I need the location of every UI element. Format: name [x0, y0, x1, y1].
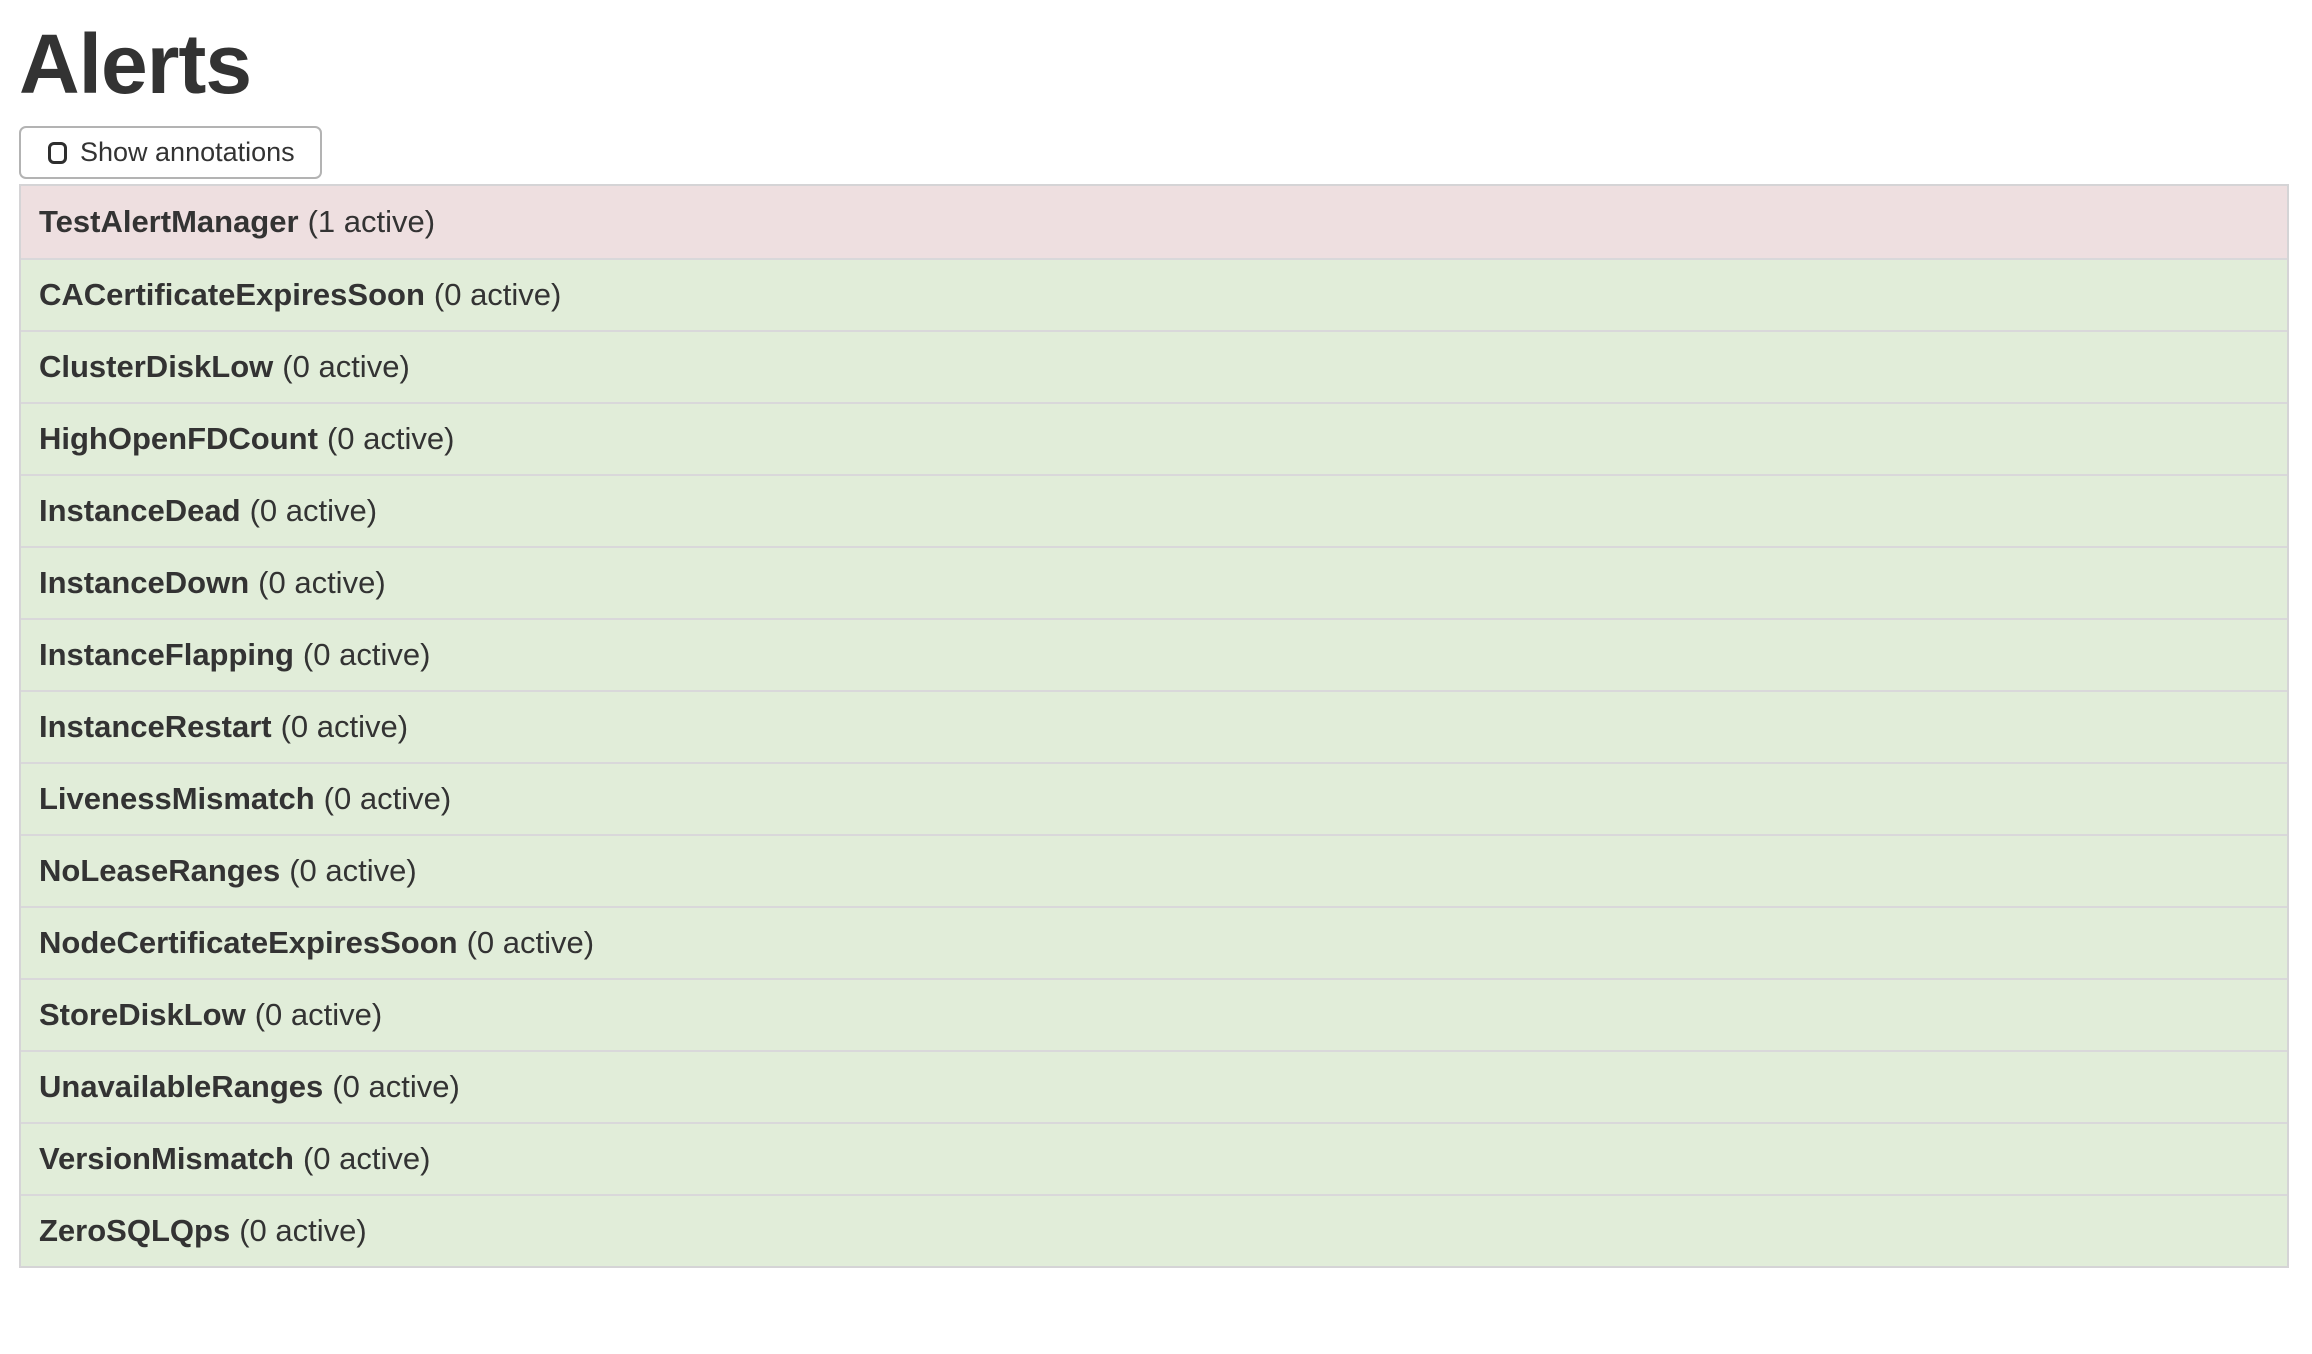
alert-row[interactable]: TestAlertManager (1 active) — [21, 186, 2287, 258]
alert-active-count: (0 active) — [289, 853, 417, 888]
alert-name: InstanceDown — [39, 565, 250, 600]
alert-name: StoreDiskLow — [39, 997, 246, 1032]
alert-row[interactable]: VersionMismatch (0 active) — [21, 1122, 2287, 1194]
alert-name: HighOpenFDCount — [39, 421, 318, 456]
alert-row[interactable]: InstanceFlapping (0 active) — [21, 618, 2287, 690]
alert-active-count: (0 active) — [466, 925, 595, 960]
alert-name: CACertificateExpiresSoon — [39, 277, 425, 312]
alert-row[interactable]: LivenessMismatch (0 active) — [21, 762, 2287, 834]
alert-active-count: (0 active) — [239, 1213, 367, 1248]
alert-name: LivenessMismatch — [39, 781, 315, 816]
show-annotations-label: Show annotations — [80, 137, 295, 167]
alert-active-count: (0 active) — [323, 781, 452, 816]
alert-row[interactable]: HighOpenFDCount (0 active) — [21, 402, 2287, 474]
alert-active-count: (0 active) — [302, 637, 431, 672]
alerts-table: TestAlertManager (1 active) CACertificat… — [19, 184, 2289, 1268]
alert-active-count: (0 active) — [282, 349, 410, 384]
alert-active-count: (0 active) — [326, 421, 455, 456]
checkbox-unchecked-icon[interactable] — [48, 141, 67, 164]
show-annotations-button[interactable]: Show annotations — [19, 126, 322, 179]
alert-name: NoLeaseRanges — [39, 853, 281, 888]
alert-active-count: (0 active) — [249, 493, 378, 528]
alert-row[interactable]: InstanceDown (0 active) — [21, 546, 2287, 618]
alert-row[interactable]: InstanceRestart (0 active) — [21, 690, 2287, 762]
alert-active-count: (0 active) — [280, 709, 409, 744]
alert-name: NodeCertificateExpiresSoon — [39, 925, 458, 960]
alert-name: InstanceDead — [39, 493, 241, 528]
alert-row[interactable]: StoreDiskLow (0 active) — [21, 978, 2287, 1050]
alert-active-count: (1 active) — [307, 204, 436, 239]
alert-name: ZeroSQLQps — [39, 1213, 231, 1248]
alert-active-count: (0 active) — [302, 1141, 431, 1176]
alert-active-count: (0 active) — [254, 997, 383, 1032]
alert-name: UnavailableRanges — [39, 1069, 324, 1104]
alert-row[interactable]: InstanceDead (0 active) — [21, 474, 2287, 546]
alert-active-count: (0 active) — [433, 277, 562, 312]
alert-name: InstanceRestart — [39, 709, 272, 744]
page-title: Alerts — [19, 17, 252, 111]
alert-name: ClusterDiskLow — [39, 349, 274, 384]
alert-row[interactable]: ZeroSQLQps (0 active) — [21, 1194, 2287, 1266]
alert-row[interactable]: NodeCertificateExpiresSoon (0 active) — [21, 906, 2287, 978]
alert-active-count: (0 active) — [332, 1069, 460, 1104]
alert-row[interactable]: NoLeaseRanges (0 active) — [21, 834, 2287, 906]
alert-row[interactable]: CACertificateExpiresSoon (0 active) — [21, 258, 2287, 330]
alert-name: InstanceFlapping — [39, 637, 294, 672]
alert-row[interactable]: ClusterDiskLow (0 active) — [21, 330, 2287, 402]
alert-row[interactable]: UnavailableRanges (0 active) — [21, 1050, 2287, 1122]
alert-name: VersionMismatch — [39, 1141, 294, 1176]
alert-active-count: (0 active) — [258, 565, 386, 600]
alert-name: TestAlertManager — [39, 204, 299, 239]
